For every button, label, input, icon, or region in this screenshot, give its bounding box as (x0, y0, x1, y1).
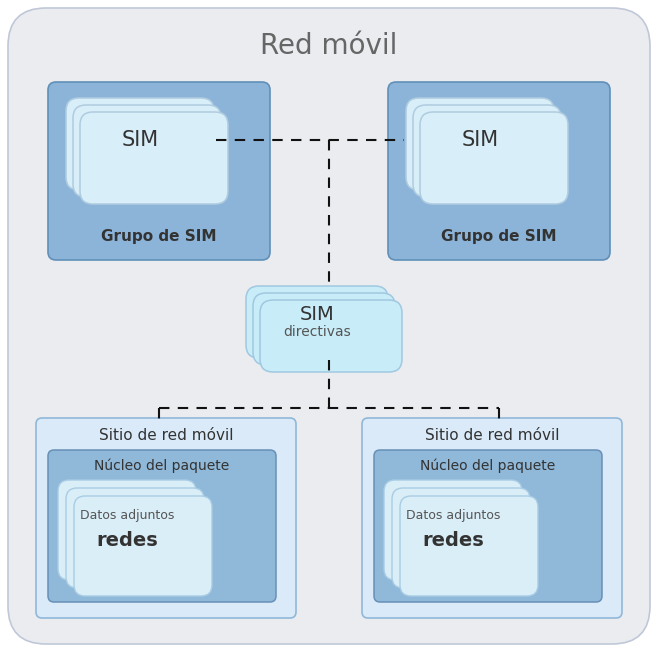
FancyBboxPatch shape (384, 480, 522, 580)
Text: SIM: SIM (299, 304, 334, 323)
FancyBboxPatch shape (413, 105, 561, 197)
FancyBboxPatch shape (260, 300, 402, 372)
FancyBboxPatch shape (8, 8, 650, 644)
Text: redes: redes (96, 531, 158, 550)
FancyBboxPatch shape (400, 496, 538, 596)
FancyBboxPatch shape (362, 418, 622, 618)
FancyBboxPatch shape (58, 480, 196, 580)
Text: Grupo de SIM: Grupo de SIM (442, 228, 557, 243)
Text: directivas: directivas (283, 325, 351, 339)
Text: Núcleo del paquete: Núcleo del paquete (420, 459, 555, 473)
FancyBboxPatch shape (66, 488, 204, 588)
FancyBboxPatch shape (392, 488, 530, 588)
Text: Sitio de red móvil: Sitio de red móvil (99, 428, 233, 443)
Text: Sitio de red móvil: Sitio de red móvil (425, 428, 559, 443)
Text: Grupo de SIM: Grupo de SIM (101, 228, 216, 243)
FancyBboxPatch shape (246, 286, 388, 358)
FancyBboxPatch shape (36, 418, 296, 618)
FancyBboxPatch shape (420, 112, 568, 204)
FancyBboxPatch shape (374, 450, 602, 602)
FancyBboxPatch shape (388, 82, 610, 260)
FancyBboxPatch shape (73, 105, 221, 197)
Text: SIM: SIM (122, 130, 159, 150)
Text: SIM: SIM (461, 130, 499, 150)
Text: Datos adjuntos: Datos adjuntos (406, 509, 500, 522)
FancyBboxPatch shape (406, 98, 554, 190)
FancyBboxPatch shape (48, 82, 270, 260)
Text: Red móvil: Red móvil (261, 32, 397, 60)
FancyBboxPatch shape (80, 112, 228, 204)
Text: Datos adjuntos: Datos adjuntos (80, 509, 174, 522)
FancyBboxPatch shape (253, 293, 395, 365)
FancyBboxPatch shape (48, 450, 276, 602)
FancyBboxPatch shape (74, 496, 212, 596)
Text: redes: redes (422, 531, 484, 550)
Text: Núcleo del paquete: Núcleo del paquete (94, 459, 230, 473)
FancyBboxPatch shape (66, 98, 214, 190)
